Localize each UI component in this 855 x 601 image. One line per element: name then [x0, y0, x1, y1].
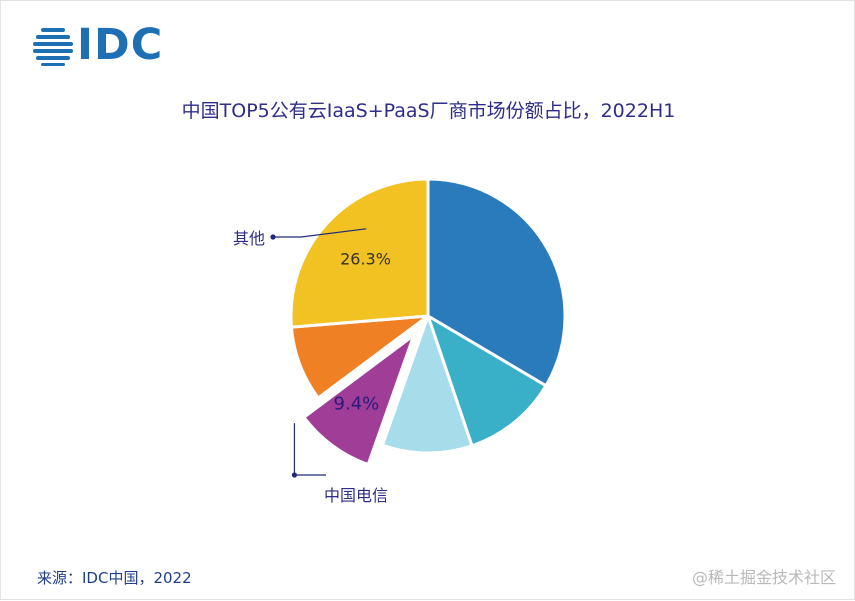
chart-title: 中国TOP5公有云IaaS+PaaS厂商市场份额占比，2022H1 — [181, 100, 676, 122]
idc-globe-icon — [33, 28, 73, 66]
slice-callout-label-3: 中国电信 — [324, 486, 388, 505]
pie-slice-1 — [426, 314, 548, 448]
slice-callout-label-5: 其他 — [233, 229, 265, 248]
idc-logo-text: IDC — [77, 20, 164, 70]
callout-dot-5 — [270, 234, 276, 240]
pie-slice-5 — [289, 177, 430, 329]
slice-value-label-5: 26.3% — [340, 249, 391, 268]
pie-slice-2 — [380, 314, 474, 455]
callout-leader-5 — [273, 228, 367, 238]
pie-slice-0 — [426, 177, 567, 388]
idc-logo: IDC — [31, 23, 163, 67]
slice-value-label-3: 9.4% — [334, 394, 380, 415]
pie-slice-3 — [302, 333, 416, 467]
watermark: @稀土掘金技术社区 — [691, 568, 836, 587]
source-note: 来源：IDC中国，2022 — [37, 569, 192, 587]
callout-dot-3 — [291, 472, 298, 478]
